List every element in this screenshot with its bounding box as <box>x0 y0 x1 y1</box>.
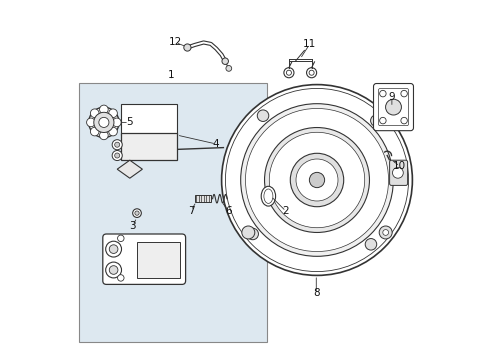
Circle shape <box>401 90 407 97</box>
Circle shape <box>115 153 120 158</box>
Text: 12: 12 <box>169 37 182 48</box>
Circle shape <box>365 239 377 250</box>
Circle shape <box>89 107 119 138</box>
Circle shape <box>386 99 401 115</box>
Circle shape <box>90 127 99 136</box>
Circle shape <box>115 142 120 147</box>
Circle shape <box>380 90 386 97</box>
Circle shape <box>109 266 118 274</box>
Circle shape <box>135 211 139 215</box>
Text: 4: 4 <box>213 139 220 149</box>
Circle shape <box>133 209 141 217</box>
Text: 11: 11 <box>303 39 317 49</box>
Circle shape <box>241 104 393 256</box>
Circle shape <box>370 115 382 126</box>
Circle shape <box>221 85 413 275</box>
Bar <box>121 133 176 160</box>
Circle shape <box>118 275 124 281</box>
Text: 1: 1 <box>168 69 174 80</box>
Circle shape <box>286 70 292 75</box>
Bar <box>121 104 176 135</box>
Circle shape <box>247 228 258 240</box>
Circle shape <box>99 105 108 114</box>
Circle shape <box>184 44 191 51</box>
FancyBboxPatch shape <box>373 84 414 131</box>
Circle shape <box>401 117 407 124</box>
Circle shape <box>284 68 294 78</box>
Circle shape <box>109 245 118 253</box>
Circle shape <box>112 150 122 161</box>
Bar <box>137 242 180 278</box>
FancyBboxPatch shape <box>103 234 186 284</box>
Circle shape <box>383 230 389 235</box>
Text: 5: 5 <box>126 117 132 127</box>
FancyBboxPatch shape <box>379 89 409 126</box>
Circle shape <box>222 58 228 64</box>
Circle shape <box>245 108 389 252</box>
Circle shape <box>90 109 99 118</box>
Circle shape <box>309 70 314 75</box>
FancyBboxPatch shape <box>390 160 408 185</box>
Circle shape <box>226 66 232 71</box>
Circle shape <box>257 110 269 121</box>
Circle shape <box>113 118 121 127</box>
Circle shape <box>307 68 317 78</box>
Ellipse shape <box>264 189 273 203</box>
Ellipse shape <box>261 186 275 206</box>
Circle shape <box>94 112 114 132</box>
Text: 7: 7 <box>188 206 195 216</box>
Circle shape <box>290 153 343 207</box>
Circle shape <box>380 117 386 124</box>
Circle shape <box>112 140 122 150</box>
Circle shape <box>225 89 409 271</box>
Bar <box>79 83 267 342</box>
Circle shape <box>118 235 124 242</box>
Circle shape <box>106 241 122 257</box>
Circle shape <box>99 131 108 140</box>
Circle shape <box>265 127 369 233</box>
Circle shape <box>270 132 365 228</box>
Text: 2: 2 <box>283 206 290 216</box>
Circle shape <box>109 109 118 118</box>
Polygon shape <box>195 195 211 202</box>
Circle shape <box>392 167 403 178</box>
Text: 6: 6 <box>225 206 231 216</box>
Circle shape <box>106 262 122 278</box>
Circle shape <box>379 226 392 239</box>
Circle shape <box>109 127 118 136</box>
Circle shape <box>309 172 325 188</box>
Circle shape <box>296 159 338 201</box>
Text: 8: 8 <box>313 288 319 298</box>
Circle shape <box>99 117 109 127</box>
Circle shape <box>87 118 95 127</box>
Circle shape <box>242 226 255 239</box>
Text: 9: 9 <box>389 92 395 102</box>
Polygon shape <box>117 160 143 178</box>
Text: 3: 3 <box>129 221 136 231</box>
Text: 10: 10 <box>393 161 406 171</box>
